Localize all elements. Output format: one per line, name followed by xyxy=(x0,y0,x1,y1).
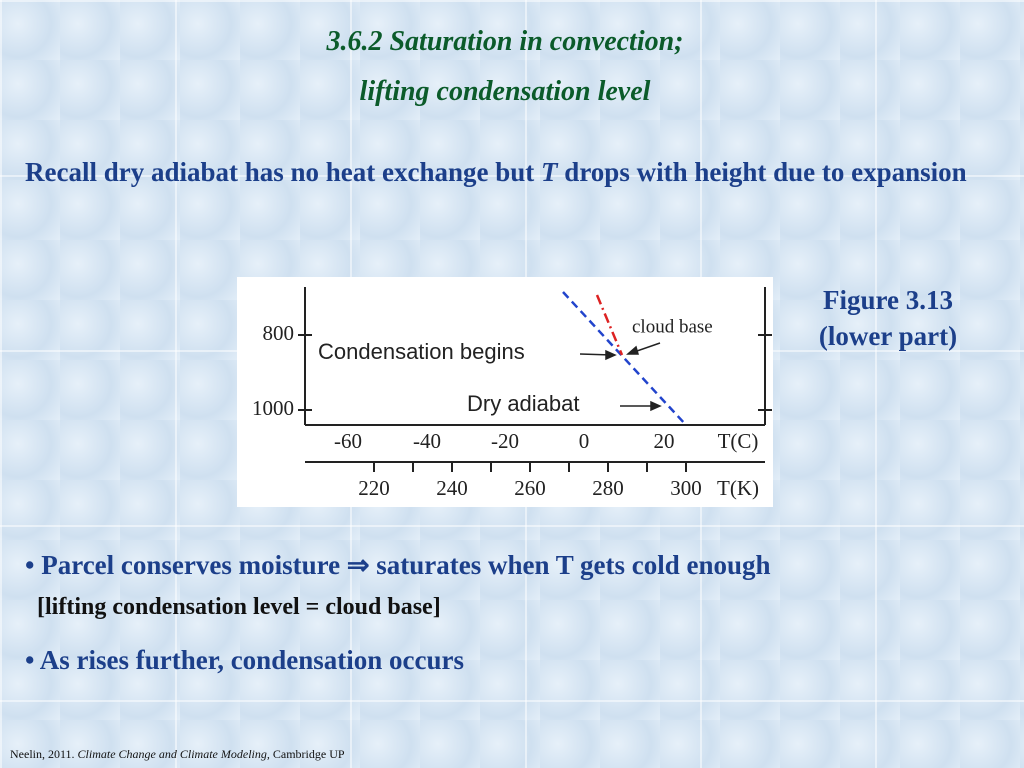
caption: Figure 3.13 (lower part) xyxy=(807,282,969,354)
arrows xyxy=(579,342,662,412)
celsius-label: 0 xyxy=(579,429,590,453)
pressure-label: 1000 xyxy=(252,396,294,420)
bullet: • Parcel conserves moisture ⇒ saturates … xyxy=(25,550,771,580)
celsius-label: -60 xyxy=(334,429,362,453)
cloud-label: cloud base xyxy=(632,316,713,337)
condensation-label: Condensation begins xyxy=(318,339,525,364)
bullet-text: As rises further, condensation occurs xyxy=(39,645,464,675)
figure-bg xyxy=(237,277,773,507)
figure: 800 1000 Condensation begins Dry adiabat… xyxy=(237,277,773,507)
arrowhead xyxy=(626,345,639,355)
dry-label: Dry adiabat xyxy=(467,391,580,416)
intro-italic: T xyxy=(541,157,558,187)
kelvin-label: 280 xyxy=(592,476,624,500)
celsius-label: -20 xyxy=(491,429,519,453)
unit-label: T(K) xyxy=(717,476,759,500)
title-line: 3.6.2 Saturation in convection; xyxy=(326,26,684,57)
kelvin-label: 300 xyxy=(670,476,702,500)
footer: Neelin, 2011. Climate Change and Climate… xyxy=(10,747,345,762)
footer-text: Cambridge UP xyxy=(269,747,345,761)
arrow xyxy=(633,342,661,353)
kelvin-label: 240 xyxy=(436,476,468,500)
arrowhead xyxy=(605,349,617,361)
bullet-note: [lifting condensation level = cloud base… xyxy=(37,594,441,620)
bullet-text: Parcel conserves moisture ⇒ saturates wh… xyxy=(41,550,771,580)
footer-italic: Climate Change and Climate Modeling, xyxy=(77,747,270,761)
intro-text: drops with height due to expansion xyxy=(557,157,967,187)
bullet: • As rises further, condensation occurs xyxy=(25,645,464,675)
footer-text: Neelin, 2011. xyxy=(10,747,78,761)
moist-line xyxy=(595,294,624,356)
kelvin-label: 220 xyxy=(358,476,390,500)
intro-text: Recall dry adiabat has no heat exchange … xyxy=(25,157,542,187)
dry-adiabat xyxy=(562,291,687,426)
title-line: lifting condensation level xyxy=(359,76,651,107)
intro: Recall dry adiabat has no heat exchange … xyxy=(25,152,985,193)
arrowhead xyxy=(650,400,662,412)
axes xyxy=(298,287,772,472)
caption-line: (lower part) xyxy=(818,321,958,351)
unit-label: T(C) xyxy=(718,429,759,453)
celsius-label: -40 xyxy=(413,429,441,453)
caption-line: Figure 3.13 xyxy=(823,285,953,315)
celsius-label: 20 xyxy=(654,429,675,453)
pressure-label: 800 xyxy=(263,321,295,345)
kelvin-label: 260 xyxy=(514,476,546,500)
